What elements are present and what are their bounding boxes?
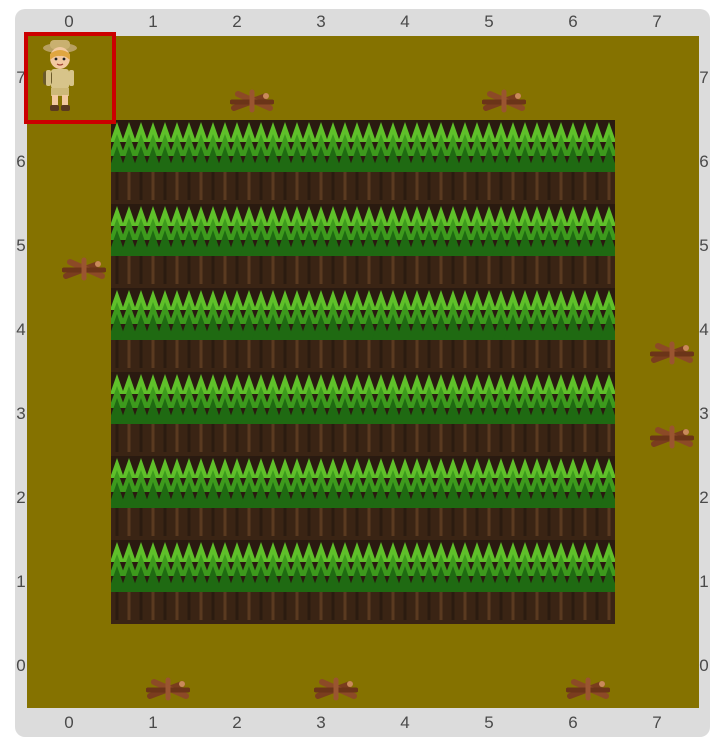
row-label: 3	[699, 404, 709, 423]
column-label: 1	[148, 12, 158, 31]
row-label: 3	[16, 404, 26, 423]
column-label: 5	[484, 12, 494, 31]
row-label: 4	[699, 320, 709, 339]
row-label: 6	[699, 152, 709, 171]
row-label: 5	[699, 236, 709, 255]
column-label: 3	[316, 12, 326, 31]
forest-block	[111, 120, 615, 624]
column-label: 3	[316, 713, 326, 732]
firewood-cell[interactable]	[615, 288, 699, 372]
row-label: 0	[699, 656, 709, 675]
row-label: 2	[699, 488, 709, 507]
firewood-cell[interactable]	[279, 624, 363, 708]
column-label: 6	[568, 12, 578, 31]
firewood-icon	[62, 256, 106, 282]
firewood-icon	[650, 424, 694, 450]
game-board[interactable]	[27, 36, 699, 708]
row-label: 7	[16, 68, 26, 87]
firewood-icon	[566, 676, 610, 702]
player-cell[interactable]	[27, 36, 111, 120]
column-label: 5	[484, 713, 494, 732]
row-label: 7	[699, 68, 709, 87]
row-label: 4	[16, 320, 26, 339]
column-label: 0	[64, 713, 74, 732]
firewood-icon	[482, 88, 526, 114]
row-label: 1	[16, 572, 26, 591]
column-label: 6	[568, 713, 578, 732]
explorer-icon	[43, 40, 77, 111]
firewood-icon	[230, 88, 274, 114]
row-label: 6	[16, 152, 26, 171]
firewood-icon	[314, 676, 358, 702]
column-label: 0	[64, 12, 74, 31]
firewood-cell[interactable]	[27, 204, 111, 288]
row-label: 1	[699, 572, 709, 591]
column-label: 1	[148, 713, 158, 732]
firewood-cell[interactable]	[111, 624, 195, 708]
firewood-icon	[146, 676, 190, 702]
row-label: 2	[16, 488, 26, 507]
forest-trees-icon	[111, 120, 615, 624]
column-label: 2	[232, 713, 242, 732]
firewood-cell[interactable]	[615, 372, 699, 456]
row-label: 5	[16, 236, 26, 255]
column-label: 4	[400, 713, 410, 732]
column-label: 7	[652, 12, 662, 31]
column-label: 2	[232, 12, 242, 31]
column-label: 4	[400, 12, 410, 31]
firewood-icon	[650, 340, 694, 366]
firewood-cell[interactable]	[531, 624, 615, 708]
firewood-cell[interactable]	[195, 36, 279, 120]
selection-highlight	[24, 32, 116, 124]
column-label: 7	[652, 713, 662, 732]
firewood-cell[interactable]	[447, 36, 531, 120]
row-label: 0	[16, 656, 26, 675]
